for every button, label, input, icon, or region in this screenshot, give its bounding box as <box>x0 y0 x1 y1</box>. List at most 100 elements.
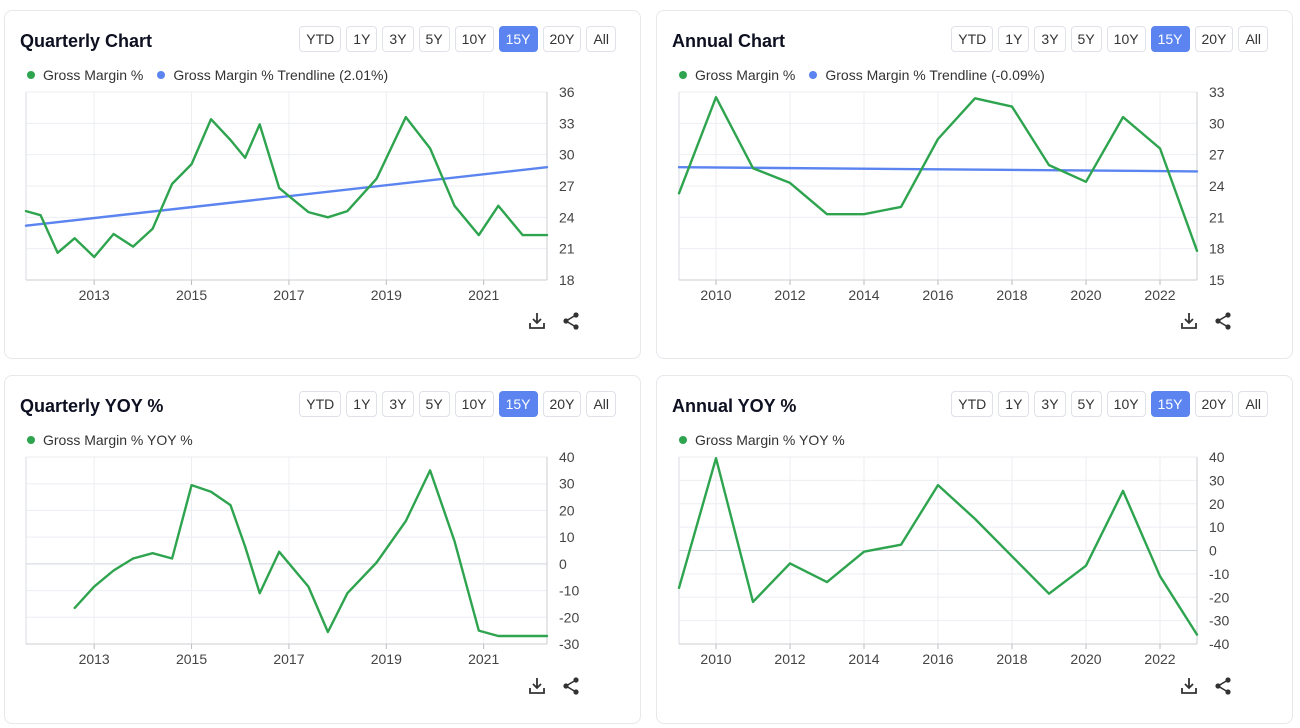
y-tick-label: 40 <box>1209 449 1225 465</box>
series-line-gross-margin[interactable] <box>73 469 549 638</box>
range-button-ytd[interactable]: YTD <box>299 26 342 52</box>
range-button-20y[interactable]: 20Y <box>542 391 582 417</box>
x-tick-label: 2019 <box>371 651 402 667</box>
range-button-15y[interactable]: 15Y <box>1150 391 1190 417</box>
series-line-gross-margin[interactable] <box>677 95 1199 253</box>
chart-plot: 15 18 21 24 27 30 33 2010 2012 2014 2016 2018 2020 20… <box>677 84 1225 303</box>
range-button-20y[interactable]: 20Y <box>542 26 582 52</box>
range-button-1y[interactable]: 1Y <box>346 391 378 417</box>
range-button-10y[interactable]: 10Y <box>1106 391 1146 417</box>
y-tick-label: -20 <box>559 609 579 625</box>
x-tick-label: 2017 <box>273 651 304 667</box>
x-tick-label: 2019 <box>371 287 402 303</box>
range-button-15y[interactable]: 15Y <box>1150 26 1190 52</box>
range-button-3y[interactable]: 3Y <box>1034 391 1066 417</box>
series-line-trendline[interactable] <box>24 165 549 227</box>
range-button-20y[interactable]: 20Y <box>1194 391 1234 417</box>
share-icon[interactable] <box>1213 311 1233 336</box>
range-button-1y[interactable]: 1Y <box>998 391 1030 417</box>
y-tick-label: 30 <box>1209 472 1225 488</box>
y-tick-label: 33 <box>559 115 575 131</box>
x-tick-label: 2016 <box>922 651 953 667</box>
range-button-ytd[interactable]: YTD <box>951 26 994 52</box>
y-tick-label: 30 <box>1209 115 1225 131</box>
series-line-gross-margin[interactable] <box>677 456 1199 636</box>
legend-item[interactable]: Gross Margin % YOY % <box>27 432 193 448</box>
x-tick-label: 2013 <box>79 287 110 303</box>
download-icon[interactable] <box>527 311 547 336</box>
legend: Gross Margin % YOY % <box>679 432 845 448</box>
y-tick-label: 10 <box>1209 519 1225 535</box>
y-tick-label: 24 <box>1209 178 1225 194</box>
x-tick-label: 2017 <box>273 287 304 303</box>
range-button-15y[interactable]: 15Y <box>498 26 538 52</box>
range-button-5y[interactable]: 5Y <box>418 391 450 417</box>
legend: Gross Margin % Gross Margin % Trendline (… <box>679 67 1045 83</box>
x-tick-label: 2015 <box>176 287 207 303</box>
range-button-3y[interactable]: 3Y <box>382 26 414 52</box>
x-tick-label: 2018 <box>996 651 1027 667</box>
range-button-ytd[interactable]: YTD <box>951 391 994 417</box>
range-button-5y[interactable]: 5Y <box>1070 26 1102 52</box>
card-annual-chart: Annual Chart YTD 1Y 3Y 5Y 10Y 15Y 20Y All Gross… <box>656 10 1293 359</box>
x-tick-label: 2020 <box>1070 651 1101 667</box>
x-tick-label: 2018 <box>996 287 1027 303</box>
range-button-all[interactable]: All <box>586 391 616 417</box>
download-icon[interactable] <box>1179 311 1199 336</box>
range-button-all[interactable]: All <box>1238 391 1268 417</box>
card-quarterly-chart: Quarterly Chart YTD 1Y 3Y 5Y 10Y 15Y 20Y All Gr… <box>4 10 641 359</box>
range-button-10y[interactable]: 10Y <box>454 26 494 52</box>
legend-item[interactable]: Gross Margin % <box>27 67 143 83</box>
card-title: Quarterly YOY % <box>20 396 164 416</box>
y-tick-label: -30 <box>1209 613 1229 629</box>
range-selector: YTD 1Y 3Y 5Y 10Y 15Y 20Y All <box>951 26 1268 52</box>
x-tick-label: 2014 <box>848 651 879 667</box>
range-button-all[interactable]: All <box>586 26 616 52</box>
share-icon[interactable] <box>561 311 581 336</box>
chart-plot: 18 21 24 27 30 33 36 2013 2015 2017 2019 2021 <box>24 84 575 303</box>
x-tick-label: 2012 <box>774 287 805 303</box>
series-line-trendline[interactable] <box>677 165 1199 173</box>
range-button-1y[interactable]: 1Y <box>346 26 378 52</box>
download-icon[interactable] <box>1179 676 1199 701</box>
share-icon[interactable] <box>1213 676 1233 701</box>
range-button-15y[interactable]: 15Y <box>498 391 538 417</box>
x-tick-label: 2021 <box>468 287 499 303</box>
x-tick-label: 2020 <box>1070 287 1101 303</box>
y-tick-label: 0 <box>1209 543 1217 559</box>
y-tick-label: 27 <box>1209 147 1225 163</box>
legend-item[interactable]: Gross Margin % Trendline (2.01%) <box>157 67 388 83</box>
y-tick-label: 30 <box>559 476 575 492</box>
range-button-ytd[interactable]: YTD <box>299 391 342 417</box>
x-tick-label: 2012 <box>774 651 805 667</box>
y-tick-label: 27 <box>559 178 575 194</box>
y-tick-label: 18 <box>559 272 575 288</box>
range-selector: YTD 1Y 3Y 5Y 10Y 15Y 20Y All <box>299 26 616 52</box>
range-button-10y[interactable]: 10Y <box>1106 26 1146 52</box>
range-button-all[interactable]: All <box>1238 26 1268 52</box>
legend-dot-icon <box>157 71 166 79</box>
y-tick-label: 15 <box>1209 272 1225 288</box>
range-button-3y[interactable]: 3Y <box>382 391 414 417</box>
y-tick-label: 30 <box>559 147 575 163</box>
range-button-5y[interactable]: 5Y <box>418 26 450 52</box>
y-tick-label: -20 <box>1209 589 1229 605</box>
x-tick-label: 2014 <box>848 287 879 303</box>
legend-item[interactable]: Gross Margin % YOY % <box>679 432 845 448</box>
legend-dot-icon <box>27 71 35 79</box>
range-button-10y[interactable]: 10Y <box>454 391 494 417</box>
y-tick-label: 18 <box>1209 241 1225 257</box>
y-tick-label: -40 <box>1209 636 1229 652</box>
share-icon[interactable] <box>561 676 581 701</box>
range-button-1y[interactable]: 1Y <box>998 26 1030 52</box>
range-button-20y[interactable]: 20Y <box>1194 26 1234 52</box>
legend-item[interactable]: Gross Margin % Trendline (-0.09%) <box>809 67 1045 83</box>
range-button-5y[interactable]: 5Y <box>1070 391 1102 417</box>
card-title: Annual YOY % <box>672 396 797 416</box>
series-line-gross-margin[interactable] <box>24 115 549 259</box>
chart-plot: -30 -20 -10 0 10 20 30 40 2013 2015 2017 2019 2021 <box>25 449 579 667</box>
range-button-3y[interactable]: 3Y <box>1034 26 1066 52</box>
legend: Gross Margin % YOY % <box>27 432 193 448</box>
legend-item[interactable]: Gross Margin % <box>679 67 795 83</box>
download-icon[interactable] <box>527 676 547 701</box>
